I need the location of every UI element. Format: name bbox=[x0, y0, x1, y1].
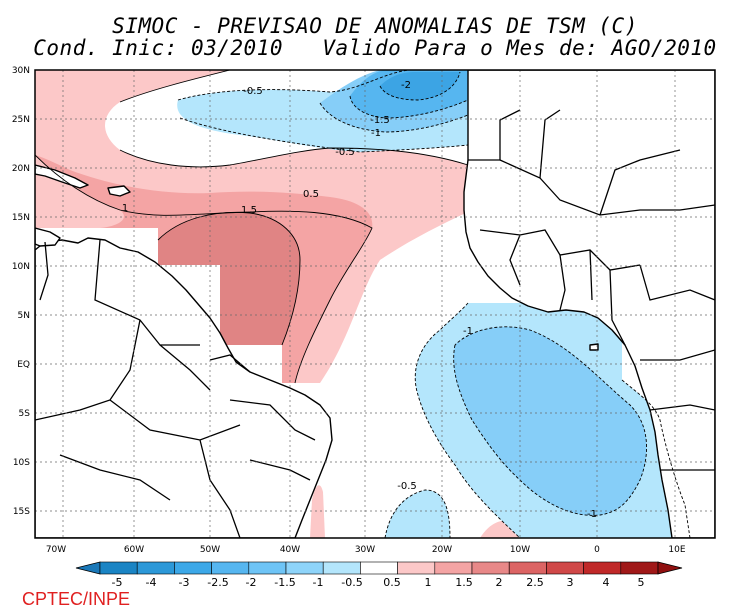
colorbar-label: -2.5 bbox=[207, 576, 228, 589]
colorbar-label: -4 bbox=[146, 576, 157, 589]
colorbar-label: 5 bbox=[638, 576, 645, 589]
colorbar-label: 2 bbox=[496, 576, 503, 589]
colorbar-segment bbox=[508, 561, 547, 575]
latitude-axis: 30N 25N 20N 15N 10N 5N EQ 5S 10S 15S bbox=[12, 66, 30, 517]
colorbar-segment bbox=[136, 561, 175, 575]
contour-label: -1 bbox=[463, 326, 473, 337]
lon-label: 50W bbox=[200, 545, 220, 555]
lon-label: 0 bbox=[594, 545, 600, 555]
colorbar-label: -1.5 bbox=[274, 576, 295, 589]
lon-label: 10E bbox=[668, 545, 685, 555]
central-america bbox=[35, 227, 61, 247]
contour-label-group: -2 -1.5 -1 -0.5 -0.5 0.5 1 1.5 -1 -0.5 -… bbox=[122, 80, 597, 520]
contour-label: -0.5 bbox=[335, 147, 355, 158]
contour-label: 1.5 bbox=[241, 205, 257, 216]
colorbar-label: 4 bbox=[603, 576, 610, 589]
colorbar-left-arrow bbox=[75, 561, 101, 575]
longitude-axis: 70W 60W 50W 40W 30W 20W 10W 0 10E bbox=[46, 545, 686, 555]
lat-label: 20N bbox=[12, 164, 30, 174]
colorbar-label: -3 bbox=[179, 576, 190, 589]
africa bbox=[463, 70, 715, 538]
colorbar-segment bbox=[360, 561, 398, 575]
colorbar-label: -5 bbox=[112, 576, 123, 589]
anomaly-negative-1-region-south bbox=[453, 326, 647, 516]
lat-label: 25N bbox=[12, 115, 30, 125]
contour-label: 1 bbox=[122, 203, 128, 214]
lon-label: 10W bbox=[510, 545, 530, 555]
anomaly-positive-15-region bbox=[158, 212, 300, 345]
contour-label: -0.5 bbox=[243, 86, 263, 97]
colorbar-label: 3 bbox=[567, 576, 574, 589]
contour-label: -1 bbox=[371, 128, 381, 139]
bioko-island bbox=[589, 343, 599, 351]
color-bar bbox=[75, 561, 683, 575]
anomaly-fields: -2 -1.5 -1 -0.5 -0.5 0.5 1 1.5 -1 -0.5 -… bbox=[35, 70, 715, 538]
lat-label: 15N bbox=[12, 213, 30, 223]
colorbar-segment bbox=[583, 561, 622, 575]
cptec-inpe-credit: CPTEC/INPE bbox=[22, 589, 131, 609]
anomaly-negative-2-region-north bbox=[380, 72, 460, 100]
colorbar-segment bbox=[620, 561, 659, 575]
lat-label: EQ bbox=[17, 360, 30, 370]
colorbar-segment bbox=[174, 561, 212, 575]
colorbar-label: 1.5 bbox=[455, 576, 473, 589]
contour-label: -0.5 bbox=[397, 481, 417, 492]
colorbar-label: -1 bbox=[313, 576, 324, 589]
colorbar-label: -2 bbox=[246, 576, 257, 589]
contour-label: -1.5 bbox=[370, 115, 390, 126]
colorbar-label: 2.5 bbox=[526, 576, 544, 589]
lat-label: 15S bbox=[13, 507, 30, 517]
colorbar-label: -0.5 bbox=[341, 576, 362, 589]
south-america bbox=[35, 237, 333, 538]
map-frame bbox=[34, 69, 716, 539]
colorbar-segment bbox=[248, 561, 287, 575]
land-masses bbox=[35, 70, 715, 538]
map-subtitle: Cond. Inic: 03/2010 Valido Para o Mes de… bbox=[33, 36, 717, 60]
colorbar-segment bbox=[471, 561, 510, 575]
colorbar-label: 1 bbox=[425, 576, 432, 589]
lon-label: 20W bbox=[432, 545, 452, 555]
contour-label: 0.5 bbox=[303, 189, 319, 200]
contour-label: -1 bbox=[587, 509, 597, 520]
map-title: SIMOC - PREVISAO DE ANOMALIAS DE TSM (C) bbox=[112, 14, 638, 38]
colorbar-segment bbox=[211, 561, 250, 575]
colorbar-segment bbox=[397, 561, 436, 575]
hispaniola bbox=[107, 185, 131, 197]
lat-label: 10N bbox=[12, 262, 30, 272]
colorbar-right-arrow bbox=[657, 561, 683, 575]
colorbar-segment bbox=[285, 561, 324, 575]
lon-label: 60W bbox=[124, 545, 144, 555]
lat-label: 5N bbox=[18, 311, 30, 321]
lon-label: 70W bbox=[46, 545, 66, 555]
contour-label: -2 bbox=[401, 80, 411, 91]
grid-lines bbox=[35, 70, 715, 538]
colorbar-segment bbox=[322, 561, 361, 575]
contour-lines bbox=[35, 70, 691, 538]
colorbar-label: 0.5 bbox=[383, 576, 401, 589]
lat-label: 10S bbox=[13, 458, 30, 468]
anomaly-positive-patch-brazil bbox=[310, 485, 325, 538]
lat-label: 5S bbox=[19, 409, 31, 419]
colorbar-segment bbox=[99, 561, 138, 575]
cuba bbox=[35, 164, 89, 189]
colorbar-segment bbox=[546, 561, 584, 575]
lon-label: 30W bbox=[355, 545, 375, 555]
lat-label: 30N bbox=[12, 66, 30, 76]
colorbar-segment bbox=[434, 561, 473, 575]
lon-label: 40W bbox=[280, 545, 300, 555]
color-bar-labels: -5 -4 -3 -2.5 -2 -1.5 -1 -0.5 0.5 1 1.5 … bbox=[112, 576, 645, 589]
